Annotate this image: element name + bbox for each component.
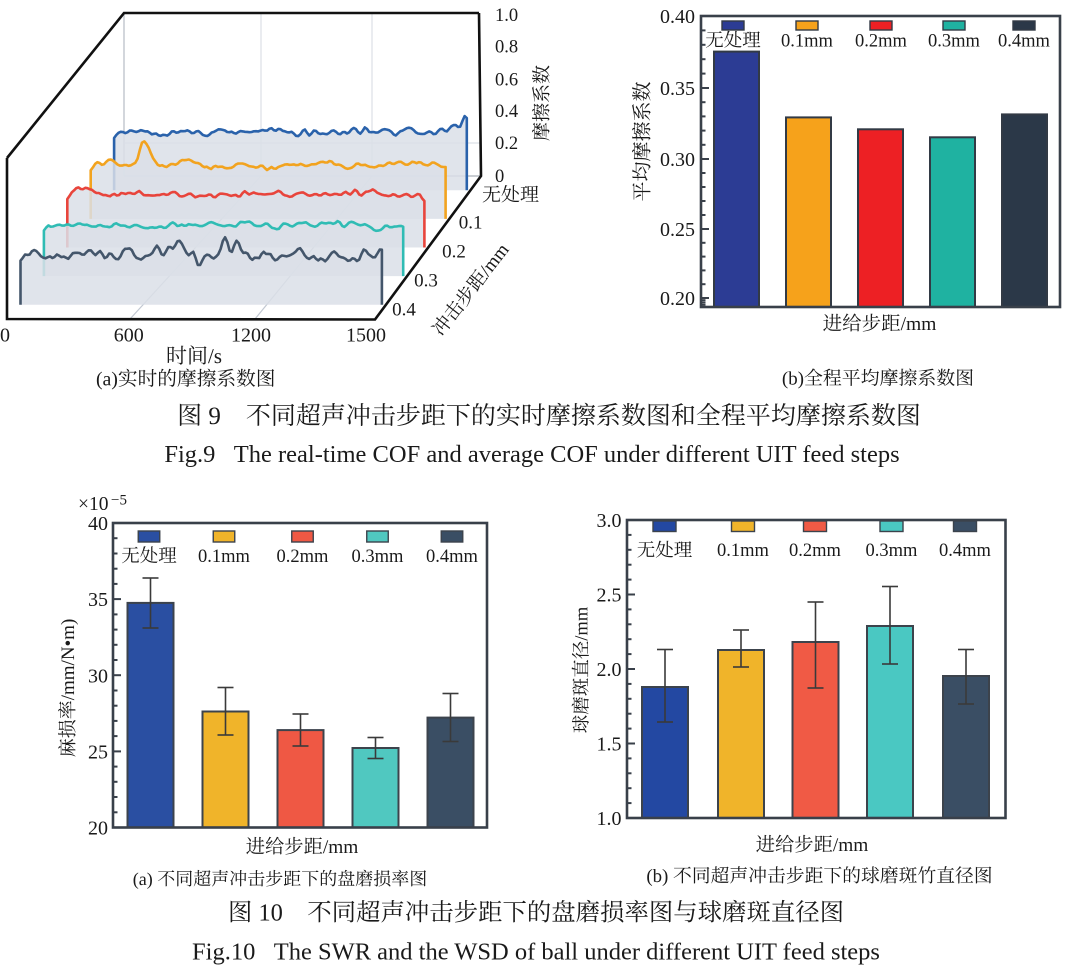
svg-text:0.2: 0.2 [442,241,466,262]
svg-text:0.25: 0.25 [660,219,695,241]
svg-text:1.5: 1.5 [597,734,622,756]
svg-text:0.4mm: 0.4mm [426,547,479,567]
svg-text:25: 25 [88,741,108,763]
svg-text:20: 20 [88,818,108,840]
svg-text:0.4: 0.4 [495,102,518,122]
svg-text:0.8: 0.8 [495,37,518,57]
svg-text:0.3mm: 0.3mm [866,541,919,561]
svg-text:1.0: 1.0 [495,6,518,26]
svg-text:1500: 1500 [346,325,386,347]
svg-text:0.2mm: 0.2mm [789,541,842,561]
svg-text:0: 0 [495,167,504,187]
svg-text:0.20: 0.20 [660,288,695,310]
svg-text:Fig.10 The SWR and the WSD o: Fig.10 The SWR and the WSD of ball under… [192,939,880,966]
svg-text:0.2: 0.2 [495,134,518,154]
svg-text:2.5: 2.5 [597,585,622,607]
svg-text:0.1: 0.1 [459,212,483,233]
svg-text:0.1mm: 0.1mm [717,541,770,561]
svg-text:30: 30 [88,665,108,687]
svg-text:×10: ×10 [78,494,109,515]
svg-text:Fig.9 The real-time COF and: Fig.9 The real-time COF and average COF … [164,441,899,468]
svg-text:1200: 1200 [231,325,271,347]
svg-text:0.1mm: 0.1mm [198,547,251,567]
svg-text:0.40: 0.40 [660,6,695,28]
svg-text:0.3mm: 0.3mm [928,31,981,51]
svg-text:3.0: 3.0 [597,510,622,532]
svg-text:0.6: 0.6 [495,70,518,90]
svg-text:0.30: 0.30 [660,149,695,171]
svg-text:35: 35 [88,589,108,611]
svg-text:0.1mm: 0.1mm [781,31,834,51]
svg-text:−5: −5 [111,493,127,509]
svg-text:40: 40 [88,513,108,535]
svg-text:0.4mm: 0.4mm [939,541,992,561]
svg-text:2.0: 2.0 [597,659,622,681]
svg-text:0.2mm: 0.2mm [855,31,908,51]
svg-text:0.3mm: 0.3mm [352,547,405,567]
svg-text:0: 0 [0,325,10,347]
svg-text:0.4: 0.4 [392,299,416,320]
svg-text:0.3: 0.3 [414,270,438,291]
svg-text:0.4mm: 0.4mm [998,31,1051,51]
svg-text:0.2mm: 0.2mm [277,547,330,567]
svg-text:600: 600 [114,325,144,347]
svg-text:0.35: 0.35 [660,78,695,100]
svg-text:1.0: 1.0 [597,808,622,830]
